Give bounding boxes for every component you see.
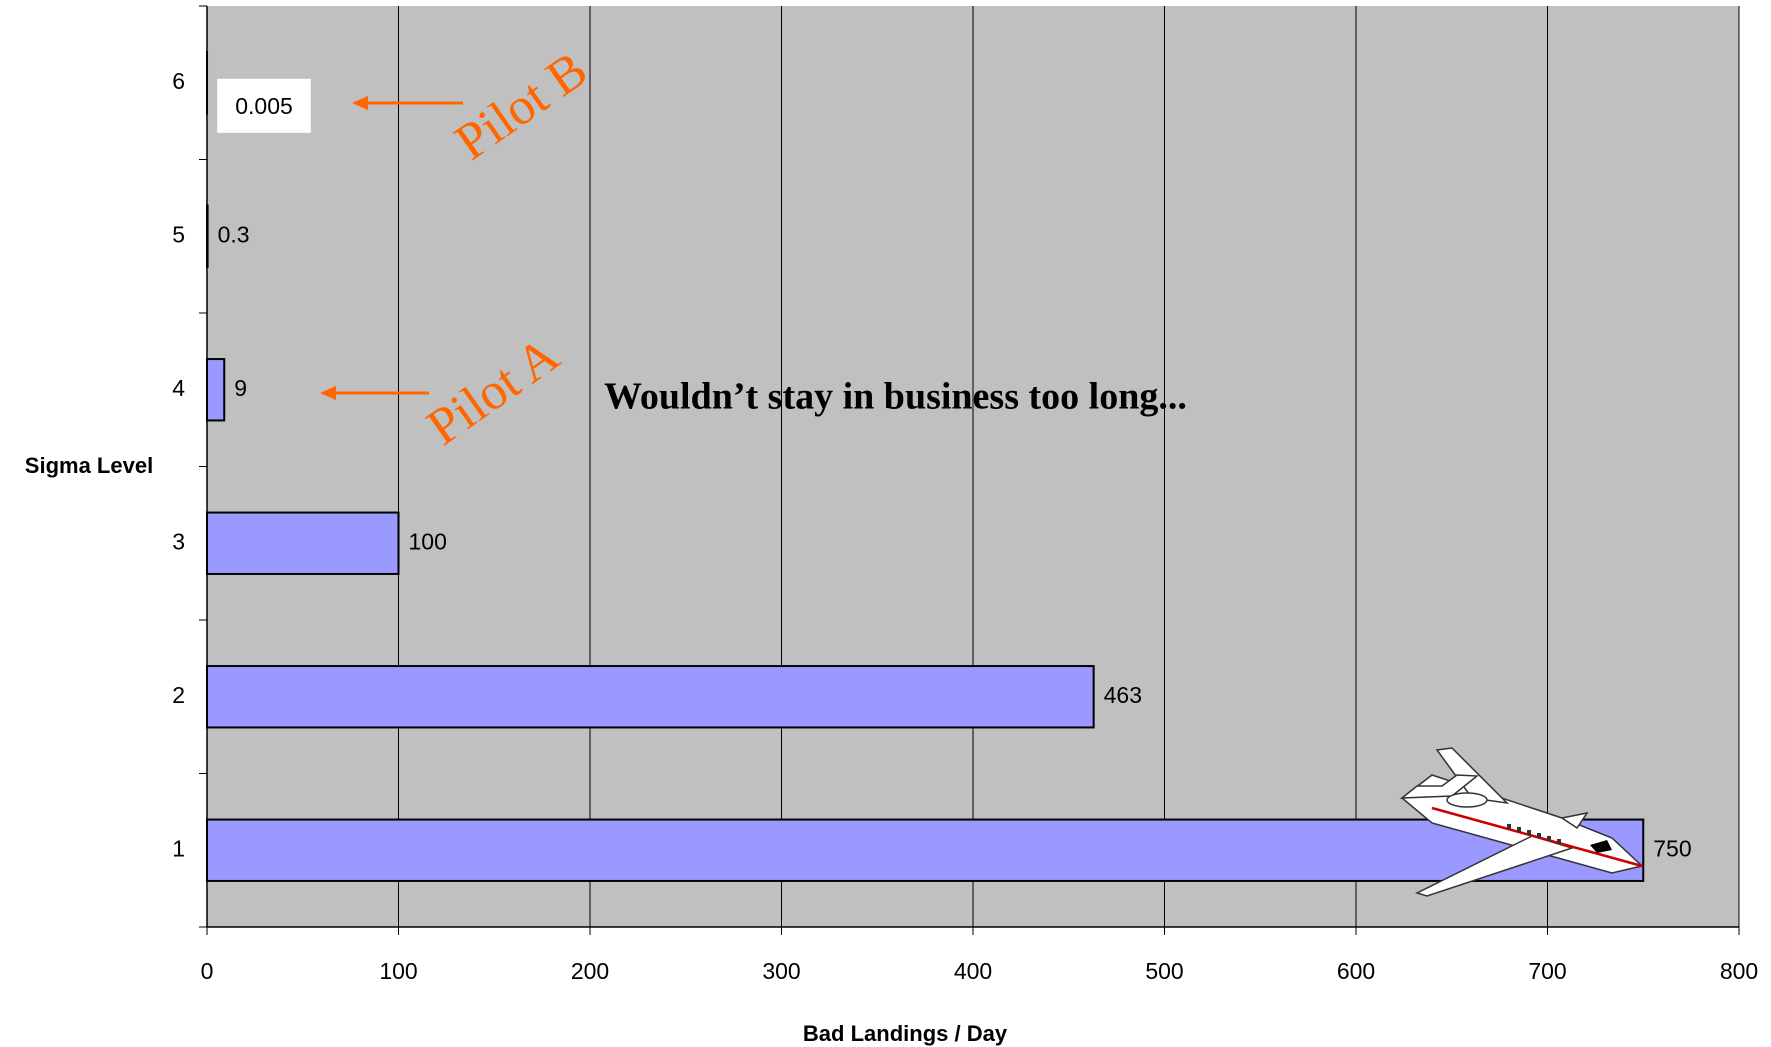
x-tick-label: 100	[379, 958, 417, 984]
value-label-box	[217, 78, 311, 133]
x-tick-label: 600	[1337, 958, 1375, 984]
y-axis-title: Sigma Level	[25, 453, 153, 478]
value-label: 9	[234, 375, 247, 401]
x-tick-label: 300	[762, 958, 800, 984]
x-axis-title: Bad Landings / Day	[803, 1021, 1008, 1046]
value-label: 100	[409, 528, 447, 554]
y-tick-label: 4	[172, 375, 185, 401]
bar	[206, 665, 1095, 729]
x-tick-label: 0	[201, 958, 214, 984]
y-tick-label: 5	[172, 221, 185, 247]
x-tick-label: 200	[571, 958, 609, 984]
x-tick-label: 400	[954, 958, 992, 984]
value-label: 0.3	[218, 221, 250, 247]
bar	[206, 358, 226, 422]
x-tick-label: 700	[1528, 958, 1566, 984]
value-label: 750	[1653, 835, 1691, 861]
x-tick-label: 500	[1145, 958, 1183, 984]
y-tick-label: 3	[172, 528, 185, 554]
y-tick-label: 6	[172, 68, 185, 94]
bar	[206, 818, 1645, 882]
value-label: 463	[1104, 682, 1142, 708]
annotation: Wouldn’t stay in business too long...	[604, 376, 1187, 418]
airplane-icon	[1399, 747, 1644, 897]
y-tick-label: 1	[172, 835, 185, 861]
bar	[206, 511, 400, 575]
x-tick-label: 800	[1720, 958, 1758, 984]
y-tick-label: 2	[172, 682, 185, 708]
bars	[206, 51, 1645, 882]
pilot-a-arrow	[320, 386, 429, 400]
value-label: 0.005	[235, 93, 293, 119]
pilot-b-arrow	[352, 96, 463, 110]
